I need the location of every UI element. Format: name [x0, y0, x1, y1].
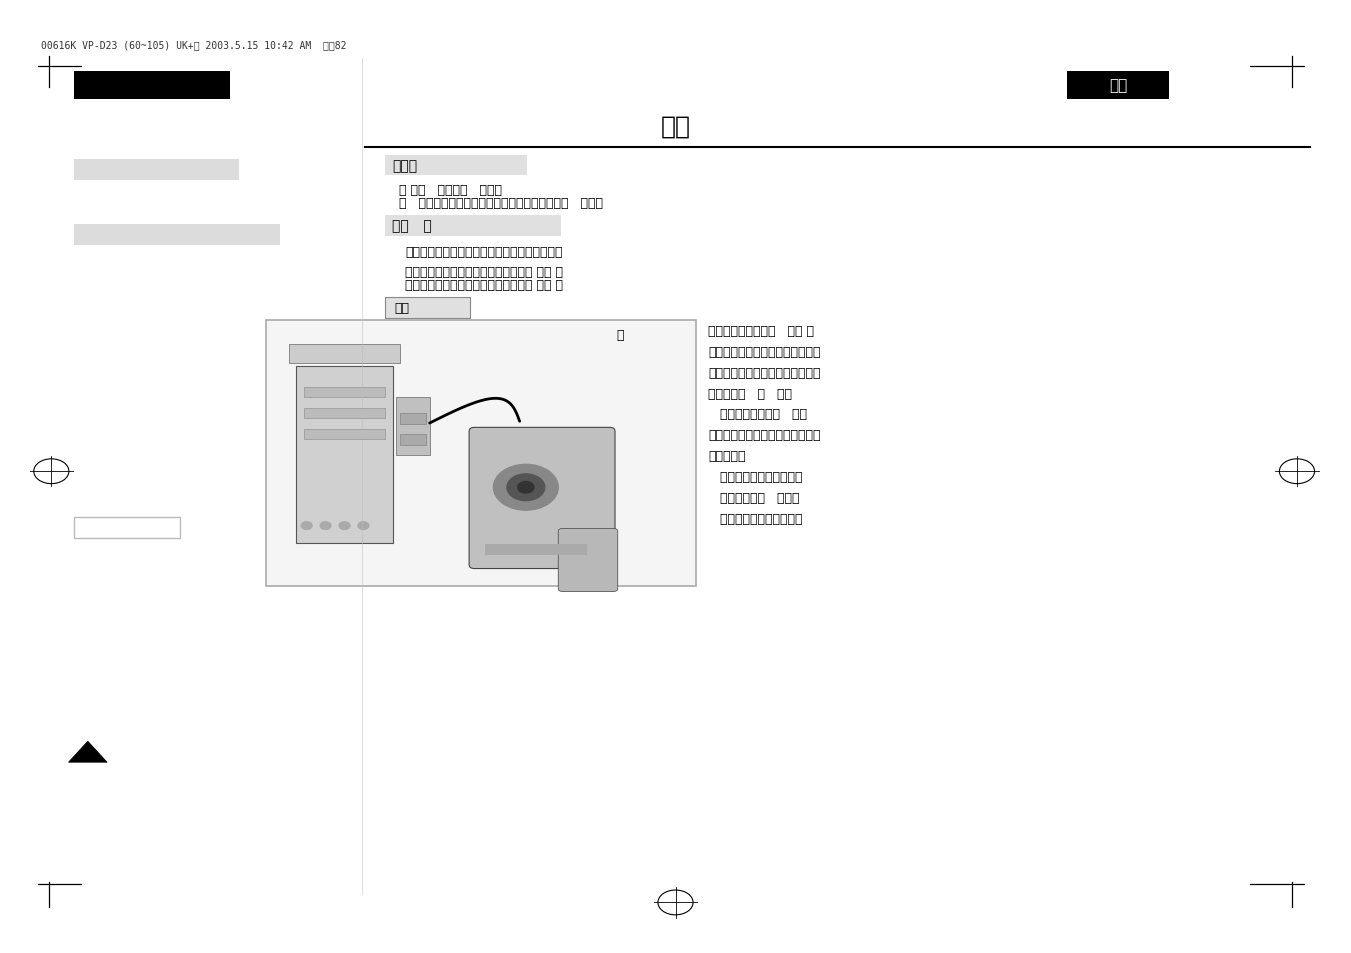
Text: 选择移动硬盘图标按下鼠标右键，选择 断开 。: 选择移动硬盘图标按下鼠标右键，选择 断开 。 [405, 266, 563, 279]
Text: 接口: 接口 [661, 114, 690, 138]
FancyBboxPatch shape [304, 388, 385, 397]
Text: 断开   线: 断开 线 [392, 219, 431, 233]
Text: 上或摄录一体机上拔出，数据传输: 上或摄录一体机上拔出，数据传输 [708, 345, 820, 358]
Circle shape [358, 522, 369, 530]
Text: 如果在传输过程中将   线从 机: 如果在传输过程中将 线从 机 [708, 324, 813, 337]
Text: 上移除所有的   设备，: 上移除所有的 设备， [708, 492, 800, 505]
FancyBboxPatch shape [385, 155, 527, 176]
FancyBboxPatch shape [74, 71, 230, 100]
Text: 如果发生上述情形，请从: 如果发生上述情形，请从 [708, 471, 802, 484]
Circle shape [320, 522, 331, 530]
FancyBboxPatch shape [385, 215, 561, 236]
Circle shape [339, 522, 350, 530]
Text: 连接至: 连接至 [392, 159, 417, 172]
Text: 中文: 中文 [1109, 78, 1127, 93]
Text: 注意: 注意 [394, 301, 409, 314]
FancyBboxPatch shape [1067, 71, 1169, 100]
Circle shape [517, 482, 534, 494]
Text: 00616K VP-D23 (60~105) UK+秒 2003.5.15 10:42 AM  页面82: 00616K VP-D23 (60~105) UK+秒 2003.5.15 10… [41, 40, 346, 50]
Text: 完成数据传输后必须将连接线按如下方法断开：: 完成数据传输后必须将连接线按如下方法断开： [405, 246, 563, 259]
FancyBboxPatch shape [558, 529, 617, 592]
Circle shape [493, 465, 558, 511]
FancyBboxPatch shape [469, 428, 615, 569]
FancyBboxPatch shape [485, 544, 586, 556]
Text: 线: 线 [605, 329, 624, 342]
Text: 正常工作。: 正常工作。 [708, 450, 746, 463]
Text: 将   线的另一端接入摄录一体机的相应的端口。（   插口）: 将 线的另一端接入摄录一体机的相应的端口。（ 插口） [399, 196, 603, 210]
Polygon shape [69, 741, 107, 762]
FancyBboxPatch shape [304, 430, 385, 439]
FancyBboxPatch shape [396, 398, 430, 456]
Text: 屏幕出现是否断开连接的对话框时选择 确定 。: 屏幕出现是否断开连接的对话框时选择 确定 。 [405, 278, 563, 292]
FancyBboxPatch shape [266, 321, 696, 586]
FancyBboxPatch shape [289, 345, 400, 364]
Text: 设备相连，那么摄录一体机将无法: 设备相连，那么摄录一体机将无法 [708, 429, 820, 442]
Text: 将会立即停止且数据会受到破坏。: 将会立即停止且数据会受到破坏。 [708, 366, 820, 379]
FancyBboxPatch shape [400, 435, 426, 446]
Text: 如果您使用   将   线与: 如果您使用 将 线与 [708, 387, 792, 400]
FancyBboxPatch shape [74, 160, 239, 181]
FancyBboxPatch shape [296, 367, 393, 543]
FancyBboxPatch shape [304, 409, 385, 418]
Circle shape [507, 475, 544, 501]
Text: 相连，或者同时将   线与: 相连，或者同时将 线与 [708, 408, 807, 421]
FancyBboxPatch shape [400, 414, 426, 425]
FancyBboxPatch shape [385, 297, 470, 318]
Circle shape [301, 522, 312, 530]
FancyBboxPatch shape [74, 517, 180, 538]
Text: 在 上将   线连接至   端口。: 在 上将 线连接至 端口。 [399, 184, 501, 197]
Text: 并重新连接摄录一体机。: 并重新连接摄录一体机。 [708, 513, 802, 526]
FancyBboxPatch shape [74, 225, 280, 246]
